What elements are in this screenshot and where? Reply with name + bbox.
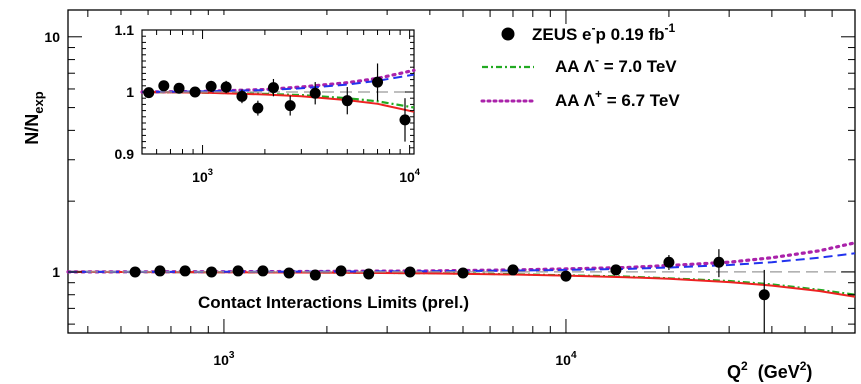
- x-axis-title-main: Q: [727, 362, 741, 382]
- main-data-point: [507, 264, 519, 276]
- legend-data-sup2: -1: [665, 21, 676, 35]
- main-data-point: [179, 265, 191, 277]
- legend-plus-post: = 6.7 TeV: [602, 91, 680, 110]
- inset-y-tick-label: 0.9: [115, 146, 135, 162]
- legend-plus-sup: +: [595, 87, 602, 101]
- inset-data-point: [236, 90, 248, 102]
- main-data-point: [404, 266, 416, 278]
- x-axis-title-unit-sup: 2: [800, 359, 807, 373]
- main-x-tick-label-base: 10: [213, 352, 229, 368]
- inset-data-point: [399, 114, 411, 126]
- inset-data-point: [341, 95, 353, 107]
- main-x-tick-label-exp: 4: [571, 350, 577, 361]
- main-x-tick-label-base: 10: [555, 352, 571, 368]
- main-x-tick-label-exp: 3: [229, 350, 235, 361]
- inset-x-tick-label-exp: 3: [208, 167, 213, 177]
- main-data-point: [154, 265, 166, 277]
- main-plot-frame: [67, 9, 856, 334]
- inset-y-tick-label: 1: [126, 84, 134, 100]
- legend-label-plus: AA Λ+ = 6.7 TeV: [555, 87, 680, 110]
- main-data-point: [457, 267, 469, 279]
- legend-data-label: ZEUS e-p 0.19 fb-1: [532, 21, 675, 44]
- legend-label-minus: AA Λ- = 7.0 TeV: [555, 53, 677, 76]
- y-axis-title-main: N/N: [22, 114, 42, 145]
- inset-background: [100, 15, 460, 198]
- main-x-tick-label: 103: [213, 350, 235, 368]
- legend-data-sup: -: [592, 21, 596, 35]
- legend: ZEUS e-p 0.19 fb-1 AA Λ- = 7.0 TeV AA Λ+…: [480, 21, 680, 110]
- main-data-point: [257, 265, 269, 277]
- legend-minus-sup: -: [595, 53, 599, 67]
- main-data-point: [283, 267, 295, 279]
- main-data-point: [363, 268, 375, 280]
- inset-data-point: [267, 82, 279, 94]
- inset-data-point: [189, 86, 201, 98]
- legend-minus-main: AA Λ: [555, 57, 596, 76]
- inset-data-point: [205, 80, 217, 92]
- inset-data-point: [173, 82, 185, 94]
- inset-x-tick-label: 104: [399, 167, 421, 185]
- x-axis-title: Q2 (GeV2): [727, 359, 812, 382]
- inset-data-point: [143, 87, 155, 99]
- inset-curve-dotted: [140, 68, 416, 94]
- inset-data-point: [309, 87, 321, 99]
- inset-x-tick-label-exp: 4: [415, 167, 421, 177]
- inset-x-tick-label-base: 10: [399, 169, 415, 185]
- x-axis-title-unit-pre: (GeV: [758, 362, 800, 382]
- main-data-point: [663, 256, 675, 268]
- main-data-point: [335, 265, 347, 277]
- x-axis-title-sup: 2: [741, 359, 748, 373]
- inset-data-point: [220, 81, 232, 93]
- inset-data-point: [252, 102, 264, 114]
- main-data-point: [309, 269, 321, 281]
- main-data-point: [560, 270, 572, 282]
- y-axis-title-sub: exp: [31, 91, 46, 113]
- legend-data-main: ZEUS e: [532, 25, 592, 44]
- main-data-point: [206, 266, 218, 278]
- legend-plus-main: AA Λ: [555, 91, 596, 110]
- inset-y-tick-label: 1.1: [115, 22, 135, 38]
- inset-data-point: [158, 80, 170, 92]
- legend-data-marker: [501, 27, 515, 41]
- main-data-point: [758, 289, 770, 301]
- main-points: [129, 249, 770, 333]
- legend-minus-post: = 7.0 TeV: [599, 57, 677, 76]
- main-y-tick-label: 1: [52, 264, 60, 280]
- legend-data-post: p 0.19 fb: [596, 25, 665, 44]
- inset-x-tick-label: 103: [192, 167, 213, 185]
- inset-data-point: [284, 100, 296, 112]
- main-curves: [66, 241, 857, 298]
- main-data-point: [129, 266, 141, 278]
- annotation-text: Contact Interactions Limits (prel.): [198, 293, 469, 312]
- main-data-point: [713, 256, 725, 268]
- main-x-tick-label: 104: [555, 350, 577, 368]
- main-y-tick-label: 10: [44, 29, 60, 45]
- x-axis-title-unit-post: ): [806, 362, 812, 382]
- main-data-point: [610, 264, 622, 276]
- main-curve-dotted: [66, 241, 857, 274]
- inset-curves: [140, 68, 416, 113]
- main-data-point: [232, 265, 244, 277]
- inset-points: [143, 63, 411, 142]
- inset-x-tick-label-base: 10: [192, 169, 208, 185]
- inset-data-point: [372, 76, 384, 88]
- y-axis-title: N/Nexp: [22, 91, 46, 144]
